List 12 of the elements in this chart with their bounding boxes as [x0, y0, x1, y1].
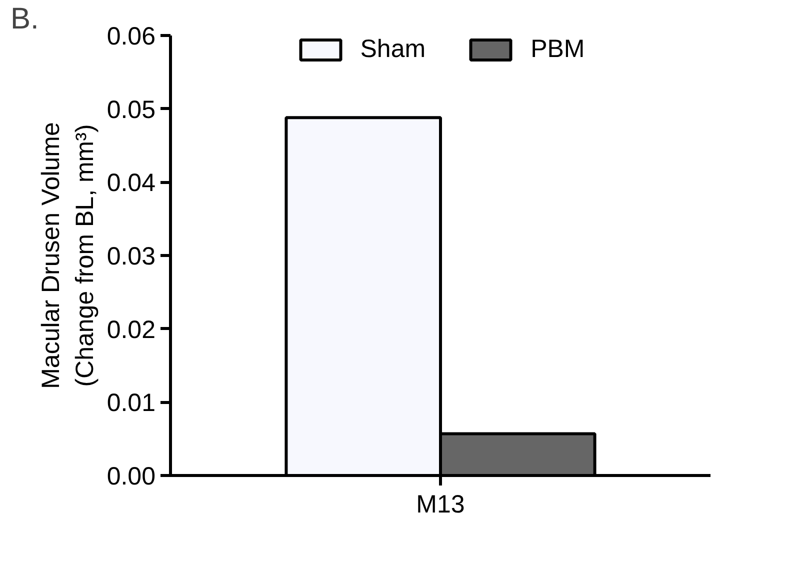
y-tick-label: 0.04	[106, 169, 156, 198]
y-tick-label: 0.03	[106, 242, 156, 270]
text: B.	[10, 2, 39, 36]
y-tick-label: 0.02	[106, 316, 156, 344]
y-tick-label: 0.01	[106, 389, 156, 418]
y-tick-label: 0.05	[106, 96, 156, 124]
y-tick-label: 0.00	[106, 462, 156, 490]
y-tick-label: 0.06	[106, 22, 156, 50]
legend-label: Sham	[360, 35, 426, 64]
legend-label: PBM	[530, 35, 585, 64]
y-axis-title: Macular Drusen Volume (Change from BL, mm³)	[37, 122, 99, 389]
x-tick-label: M13	[416, 490, 465, 518]
